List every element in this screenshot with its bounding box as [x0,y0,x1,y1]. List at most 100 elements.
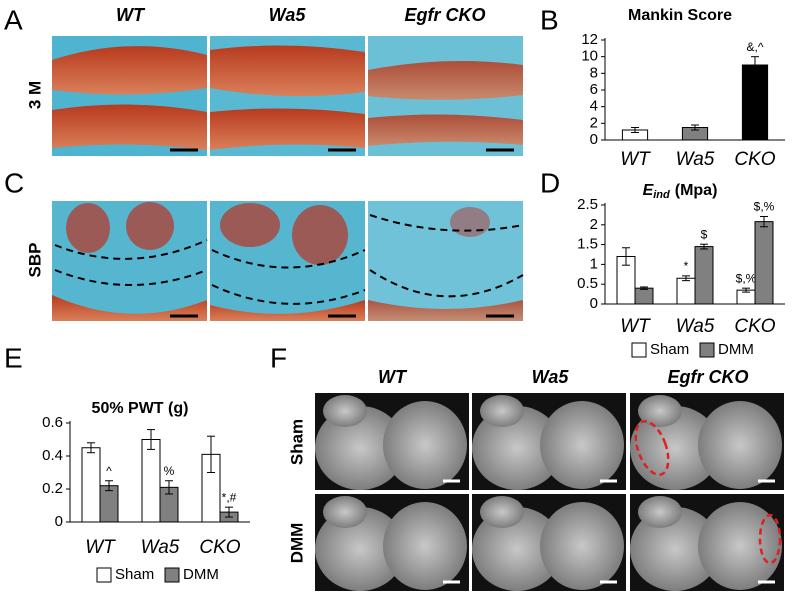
column-label: WT [116,5,146,25]
bar [81,447,101,523]
legend-label: DMM [718,341,754,358]
error-bar [147,429,155,450]
error-bar [87,442,95,454]
bar [694,246,714,305]
panel-label: B [540,4,559,35]
y-tick-label: 0.4 [42,447,63,464]
y-tick-label: 2 [590,216,598,233]
column-label: WT [378,367,408,387]
x-tick-label: WT [620,316,651,337]
y-tick-label: 12 [581,31,598,48]
bone [638,496,682,528]
microct-image [472,393,626,490]
error-bar [105,480,113,492]
y-tick-label: 6 [590,81,598,98]
error-bar [165,480,173,495]
x-tick-label: WT [620,149,651,170]
y-tick-label: 2 [590,114,598,131]
error-bar [691,124,699,131]
microct-images [315,393,784,591]
row-label: DMM [287,523,306,564]
bar [676,277,696,305]
title-subscript: ind [653,189,670,201]
y-tick-label: 0.2 [42,480,63,497]
y-tick-label: 0 [55,513,63,530]
histology-image [210,36,365,156]
bar-annotation: $ [701,227,708,241]
error-bar [225,506,233,518]
error-bar [207,435,215,473]
legend-label: Sham [115,566,154,583]
bone [472,507,562,591]
bone [698,401,782,489]
row-label: 3 M [25,81,44,109]
error-bar [760,215,768,228]
error-bar [751,56,759,74]
bone [540,502,624,590]
y-tick-label: 4 [590,98,598,115]
bar-annotation: $,% [754,200,775,214]
title-symbol: E [643,182,655,199]
y-tick-label: 1 [590,255,598,272]
bone [383,502,467,590]
panel-label: D [540,167,560,198]
microct-image [315,393,469,490]
lesion-outline [634,420,670,476]
x-tick-label: Wa5 [141,537,180,558]
bone [315,507,405,591]
bar [754,221,774,305]
y-tick-label: 0.6 [42,414,63,431]
microct-image [472,494,626,591]
bar-annotation: $,% [736,271,757,285]
column-label: Egfr CKO [668,367,749,387]
legend-label: Sham [650,341,689,358]
column-label: Wa5 [532,367,570,387]
bar [141,439,161,523]
bone [323,496,367,528]
y-tick-label: 0.5 [577,275,598,292]
panel-label: F [270,342,287,373]
legend-swatch [631,342,647,358]
x-tick-label: CKO [734,316,775,337]
bone [323,395,367,427]
microct-image [630,494,784,591]
chart-title: Eind (Mpa) [643,182,718,201]
x-tick-label: CKO [734,149,775,170]
column-label: Egfr CKO [405,5,486,25]
legend-swatch [164,567,180,583]
legend-swatch [699,342,715,358]
x-tick-label: CKO [199,537,240,558]
panel-label: C [4,167,24,198]
bone [480,395,524,427]
microct-image [630,393,784,490]
histology-image [368,201,524,321]
bar-annotation: &,^ [747,40,764,54]
row-label: SBP [25,243,44,278]
histology-image [52,201,208,321]
row-label: Sham [287,419,306,465]
histology-image [210,201,366,321]
bone [472,406,562,490]
bar-annotation: * [684,259,689,273]
error-bar [640,286,648,290]
title-unit: (Mpa) [675,182,718,199]
error-bar [631,127,639,133]
bone [638,395,682,427]
y-tick-label: 0 [590,295,598,312]
bone [630,507,720,591]
x-tick-label: Wa5 [676,149,715,170]
legend-label: DMM [183,566,219,583]
bone [630,406,720,490]
bone [383,401,467,489]
y-tick-label: 10 [581,48,598,65]
bone [480,496,524,528]
bone [315,406,405,490]
panel-label: E [4,342,23,373]
lesion-outline [758,513,782,565]
histology-image [368,36,523,156]
bar [741,64,769,141]
error-bar [622,247,630,266]
y-tick-label: 1.5 [577,236,598,253]
bar [634,287,654,305]
